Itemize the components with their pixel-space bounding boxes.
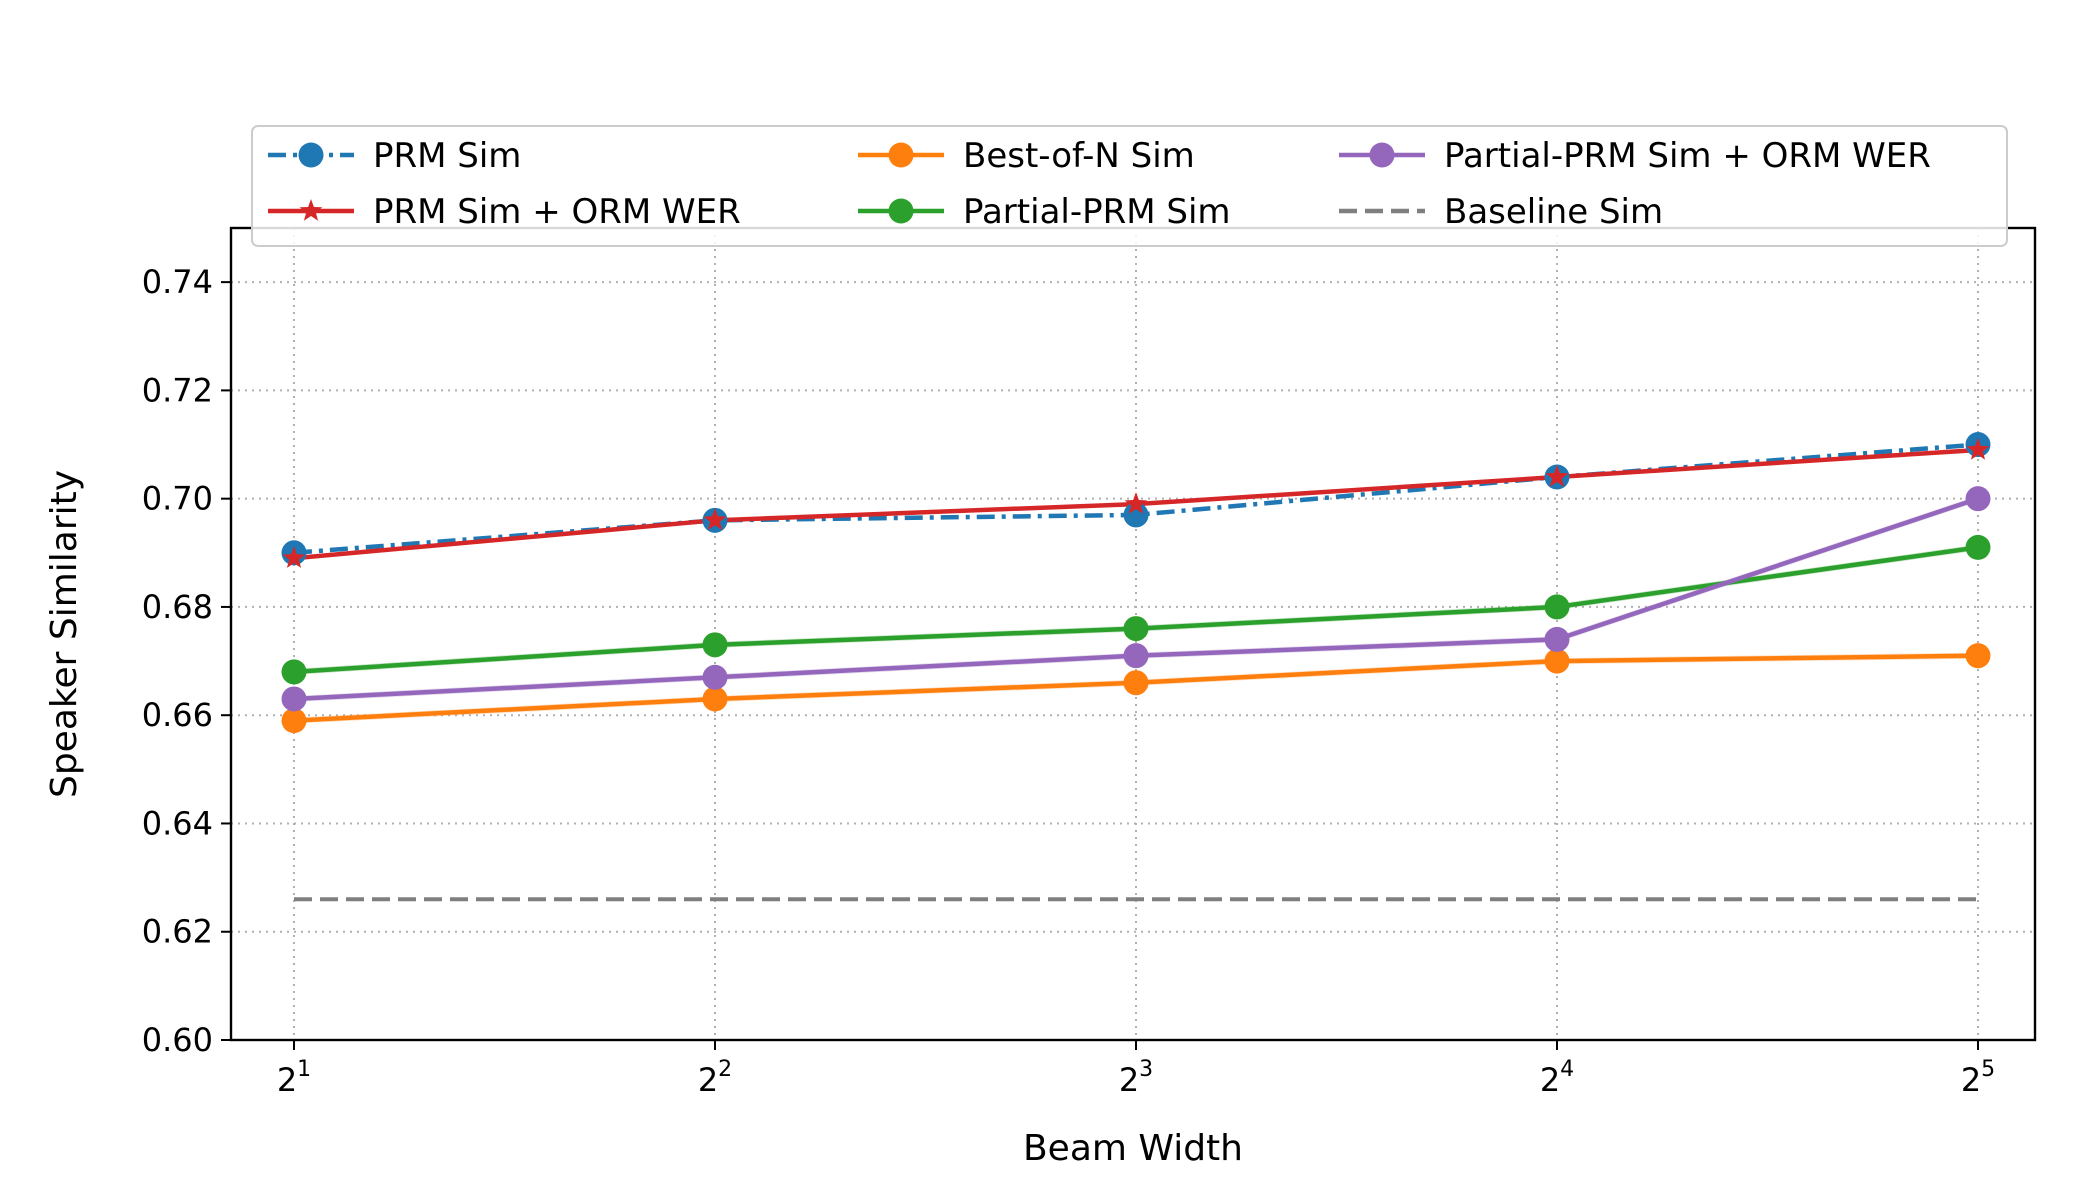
series-4-point-0: [281, 686, 307, 712]
series-markers: [281, 432, 1991, 734]
series-1-point-3: [1545, 465, 1569, 487]
series-2-point-3: [1544, 648, 1570, 674]
legend-frame: [251, 125, 2008, 247]
y-tick-label: 0.74: [142, 263, 213, 301]
x-tick-label: 21: [277, 1057, 311, 1099]
legend-label-4: Partial-PRM Sim + ORM WER: [1444, 136, 1931, 176]
legend-marker-1: [299, 199, 323, 221]
y-tick-label: 0.70: [142, 480, 213, 518]
axis-ticks: 0.60 0.62 0.64 0.66 0.68 0.70 0.72 0.74 21 22 23 24…: [142, 263, 1995, 1099]
series-2-point-1: [702, 686, 728, 712]
y-tick-label: 0.64: [142, 804, 213, 842]
series-2-point-4: [1965, 643, 1991, 669]
x-tick-label: 24: [1540, 1057, 1574, 1099]
y-axis-label: Speaker Similarity: [44, 470, 85, 798]
series-3-point-2: [1123, 616, 1149, 642]
x-axis-label: Beam Width: [1023, 1128, 1243, 1169]
series-4-point-3: [1544, 626, 1570, 652]
series-3-point-4: [1965, 534, 1991, 560]
y-tick-label: 0.60: [142, 1021, 213, 1059]
legend-label-2: Best-of-N Sim: [963, 136, 1195, 176]
series-1-point-0: [282, 546, 306, 568]
series-4-point-1: [702, 664, 728, 690]
y-tick-label: 0.72: [142, 371, 213, 409]
series-4-point-4: [1965, 486, 1991, 512]
series-2-point-2: [1123, 670, 1149, 696]
legend-marker-2: [888, 142, 914, 168]
legend-label-1: PRM Sim + ORM WER: [373, 192, 741, 232]
series-1-point-4: [1966, 437, 1990, 460]
y-tick-label: 0.66: [142, 696, 213, 734]
series-3-point-1: [702, 632, 728, 658]
x-tick-label: 25: [1961, 1057, 1995, 1099]
legend-marker-0: [298, 142, 324, 168]
x-tick-label: 23: [1119, 1057, 1153, 1099]
legend-label-0: PRM Sim: [373, 136, 521, 176]
legend-label-5: Baseline Sim: [1444, 192, 1663, 232]
series-4-point-2: [1123, 643, 1149, 669]
y-tick-label: 0.62: [142, 913, 213, 951]
series-3-point-3: [1544, 594, 1570, 620]
series-1-point-2: [1124, 492, 1148, 514]
legend-marker-4: [1369, 142, 1395, 168]
series-2-point-0: [281, 708, 307, 734]
legend: PRM Sim PRM Sim + ORM WER Best-of-N Sim Par…: [251, 125, 2008, 247]
series-0-point-2: [1123, 502, 1149, 528]
y-tick-label: 0.68: [142, 588, 213, 626]
series-1-point-1: [703, 508, 727, 530]
series-3-point-0: [281, 659, 307, 685]
legend-label-3: Partial-PRM Sim: [963, 192, 1231, 232]
legend-marker-3: [888, 198, 914, 224]
x-tick-label: 22: [698, 1057, 732, 1099]
